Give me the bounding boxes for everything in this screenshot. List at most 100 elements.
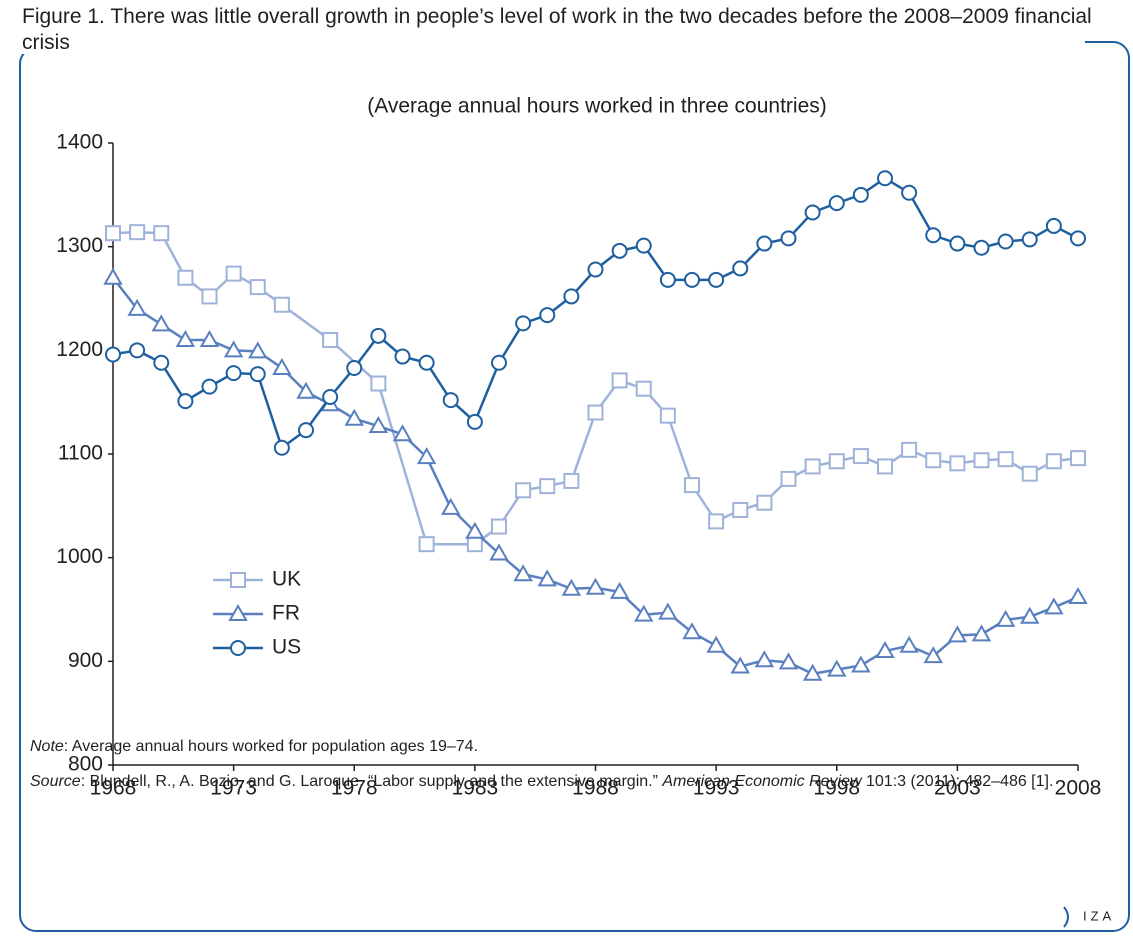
- source: Source: Blundell, R., A. Bozio, and G. L…: [30, 771, 1115, 793]
- point: [1021, 465, 1038, 482]
- point: [804, 458, 821, 475]
- point: [949, 235, 966, 252]
- y-tick-label: 1400: [56, 131, 103, 154]
- y-tick-label: 1100: [58, 442, 103, 465]
- point: [611, 372, 628, 389]
- point: [441, 497, 461, 515]
- point: [177, 269, 194, 286]
- point: [105, 346, 121, 363]
- x-tick-label: 1978: [331, 777, 378, 800]
- point: [804, 204, 821, 221]
- point: [635, 237, 652, 254]
- point: [1070, 230, 1086, 247]
- point: [1045, 217, 1062, 234]
- y-tick-label: 1300: [56, 234, 103, 257]
- point: [368, 415, 389, 434]
- point: [852, 448, 869, 465]
- point: [756, 235, 773, 252]
- point: [466, 413, 483, 430]
- point: [659, 271, 676, 288]
- point: [201, 378, 218, 395]
- point: [925, 452, 942, 469]
- point: [877, 170, 893, 187]
- point: [153, 354, 170, 371]
- point: [923, 646, 943, 664]
- x-tick-label: 2003: [934, 777, 981, 800]
- point: [609, 581, 630, 599]
- point: [416, 447, 437, 465]
- point: [273, 439, 290, 456]
- point: [997, 451, 1014, 468]
- point: [658, 602, 678, 620]
- point: [708, 513, 725, 530]
- point: [249, 279, 266, 296]
- point: [539, 478, 556, 495]
- x-tick-label: 2008: [1055, 777, 1102, 800]
- point: [1021, 231, 1038, 248]
- point: [682, 622, 702, 640]
- point: [947, 625, 968, 643]
- point: [199, 329, 220, 347]
- point: [1044, 597, 1064, 615]
- point: [370, 375, 387, 392]
- point: [103, 267, 123, 285]
- point: [370, 327, 387, 344]
- note-text: : Average annual hours worked for popula…: [63, 738, 479, 755]
- frame: [18, 41, 1130, 932]
- point: [997, 233, 1014, 250]
- point: [754, 650, 775, 668]
- point: [344, 408, 364, 426]
- point: [684, 271, 700, 288]
- point: [1045, 453, 1062, 470]
- note-lead: Note: [30, 738, 64, 755]
- point: [515, 315, 532, 332]
- point: [635, 380, 652, 397]
- point: [298, 422, 314, 439]
- point: [851, 655, 871, 673]
- x-tick-label: 1993: [693, 777, 740, 800]
- point: [802, 663, 823, 681]
- point: [899, 635, 919, 653]
- point: [489, 543, 509, 561]
- source-rest: 101:3 (2011): 482–486 [1].: [861, 773, 1054, 790]
- point: [272, 357, 292, 375]
- point: [563, 472, 580, 489]
- point: [322, 388, 339, 405]
- point: [995, 609, 1016, 627]
- point: [129, 342, 146, 359]
- x-tick-label: 1998: [813, 777, 860, 800]
- point: [1020, 606, 1040, 624]
- point: [611, 242, 628, 259]
- point: [587, 404, 604, 421]
- point: [249, 366, 266, 383]
- point: [828, 453, 845, 470]
- point: [127, 298, 147, 316]
- title: Figure 1. There was little overall growt…: [22, 4, 1092, 56]
- legend-marker: [230, 572, 246, 588]
- point: [537, 569, 557, 587]
- point: [973, 239, 990, 256]
- point: [491, 518, 507, 535]
- point: [901, 441, 918, 458]
- series-line: [112, 230, 1079, 546]
- legend-label: FR: [272, 602, 300, 625]
- point: [201, 288, 218, 305]
- point: [732, 501, 749, 518]
- logo-mark: [1063, 906, 1069, 928]
- legend-label: US: [272, 636, 301, 659]
- point: [732, 260, 749, 277]
- point: [730, 656, 750, 674]
- source-journal: American Economic Review: [662, 773, 862, 790]
- point: [346, 359, 363, 376]
- point: [273, 296, 290, 313]
- point: [778, 652, 799, 670]
- point: [225, 365, 242, 382]
- point: [223, 340, 244, 358]
- point: [322, 331, 339, 348]
- legend-marker: [230, 640, 246, 656]
- point: [513, 564, 533, 582]
- source-text: : Blundell, R., A. Bozio, and G. Laroque…: [80, 773, 663, 790]
- point: [151, 314, 171, 332]
- point: [973, 452, 990, 469]
